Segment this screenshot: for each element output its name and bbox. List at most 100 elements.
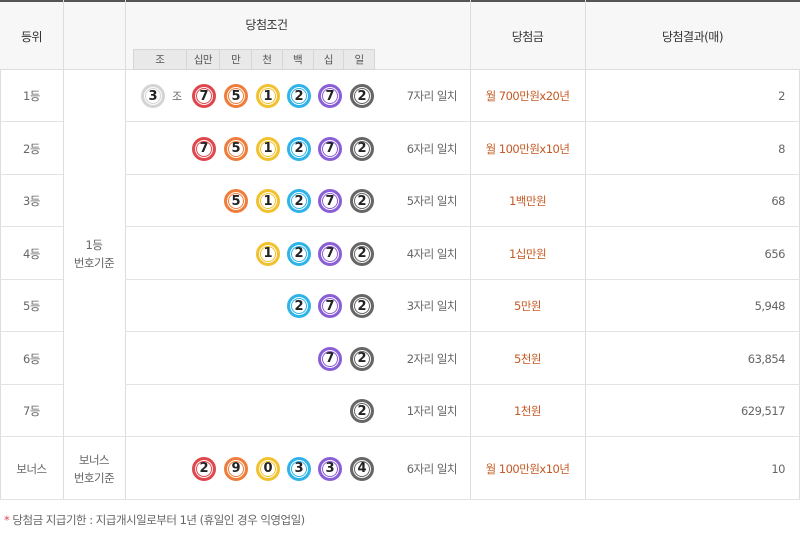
prize-amount: 월 100만원x10년 (485, 461, 570, 476)
number-ball: 0 (256, 456, 280, 481)
rank-cell: 5등 (23, 299, 40, 313)
column-divider (125, 0, 126, 500)
row-divider (0, 226, 63, 227)
number-ball: 9 (224, 456, 248, 481)
number-ball: 7 (318, 294, 342, 318)
digit-label: 조 (134, 50, 187, 69)
match-label: 3자리 일치 (406, 299, 458, 313)
digit-position-header: 조 십만 만 천 백 십 일 (133, 49, 375, 70)
digit-label: 천 (252, 50, 283, 69)
number-ball: 2 (350, 84, 374, 108)
column-divider (470, 0, 471, 500)
number-ball: 7 (192, 84, 216, 108)
winner-count: 2 (778, 89, 785, 103)
number-ball: 7 (318, 189, 342, 213)
match-label: 5자리 일치 (406, 194, 458, 208)
winning-number-cell: 2 1자리 일치 (125, 385, 470, 437)
row-divider (125, 384, 800, 385)
number-ball: 1 (256, 136, 280, 161)
winner-count: 63,854 (747, 351, 786, 366)
row-divider (125, 121, 800, 122)
prize-amount: 1십만원 (508, 246, 547, 261)
winning-number-cell: 7 2 2자리 일치 (125, 332, 470, 385)
winning-number-cell: 2 9 0 3 3 4 6자리 일치 (125, 437, 470, 500)
group-label-bonus: 보너스 번호기준 (73, 452, 115, 485)
number-ball: 7 (318, 84, 342, 108)
number-ball: 2 (350, 346, 374, 371)
match-label: 7자리 일치 (406, 89, 458, 103)
row-divider (0, 279, 63, 280)
header-prize: 당첨금 (511, 29, 544, 44)
rank-cell: 2등 (23, 141, 40, 156)
row-divider (125, 331, 800, 332)
digit-label: 백 (283, 50, 314, 69)
winner-count: 656 (764, 246, 786, 261)
match-label: 6자리 일치 (406, 461, 458, 476)
rank-cell: 6등 (23, 351, 40, 366)
winning-number-cell: 7 5 1 2 7 2 6자리 일치 (125, 122, 470, 175)
note-mark: * (4, 513, 10, 527)
number-ball: 2 (350, 241, 374, 266)
number-ball: 7 (192, 136, 216, 161)
number-ball: 1 (256, 241, 280, 266)
winner-count: 10 (771, 461, 785, 476)
header-result: 당첨결과(매) (661, 29, 724, 44)
row-divider (63, 436, 125, 437)
number-ball: 2 (350, 294, 374, 318)
number-ball: 2 (287, 189, 311, 213)
group-label-main: 1등 번호기준 (73, 237, 115, 270)
row-divider (125, 279, 800, 280)
row-divider (125, 226, 800, 227)
number-ball: 7 (318, 241, 342, 266)
payment-deadline-note: * 당첨금 지급기한 : 지급개시일로부터 1년 (휴일인 경우 익영업일) (4, 512, 305, 528)
winner-count: 68 (771, 194, 785, 208)
rank-cell: 1등 (23, 89, 40, 103)
note-text: 당첨금 지급기한 : 지급개시일로부터 1년 (휴일인 경우 익영업일) (12, 513, 305, 527)
number-ball: 5 (224, 136, 248, 161)
prize-amount: 1백만원 (508, 194, 547, 208)
rank-cell: 3등 (23, 194, 40, 208)
number-ball: 4 (350, 456, 374, 481)
number-ball: 7 (318, 136, 342, 161)
number-ball: 2 (192, 456, 216, 481)
number-ball: 3 (287, 456, 311, 481)
row-divider (0, 121, 63, 122)
row-divider (125, 174, 800, 175)
number-ball: 2 (287, 294, 311, 318)
number-ball: 3 (318, 456, 342, 481)
winning-number-cell: 3 조 7 5 1 2 7 2 7자리 일치 (125, 70, 470, 122)
column-divider (0, 70, 1, 500)
group-ball: 3 (141, 84, 165, 108)
header-rank: 등위 (20, 29, 43, 44)
number-ball: 5 (224, 189, 248, 213)
row-divider (0, 331, 63, 332)
row-divider (125, 499, 800, 500)
table-header: 등위 당첨조건 당첨금 당첨결과(매) 조 십만 만 천 백 십 일 (0, 0, 800, 70)
number-ball: 1 (256, 84, 280, 108)
rank-cell: 4등 (23, 246, 40, 261)
number-ball: 7 (318, 346, 342, 371)
number-ball: 2 (350, 136, 374, 161)
winning-number-cell: 5 1 2 7 2 5자리 일치 (125, 175, 470, 227)
row-divider (0, 436, 63, 437)
number-ball: 1 (256, 189, 280, 213)
number-ball: 2 (287, 241, 311, 266)
digit-label: 만 (220, 50, 253, 69)
match-label: 6자리 일치 (406, 141, 458, 156)
number-ball: 2 (287, 136, 311, 161)
digit-label: 십 (314, 50, 345, 69)
match-label: 4자리 일치 (406, 246, 458, 261)
number-ball: 2 (350, 189, 374, 213)
winning-number-cell: 2 7 2 3자리 일치 (125, 280, 470, 332)
prize-amount: 월 100만원x10년 (485, 141, 570, 156)
digit-label: 일 (354, 54, 365, 66)
match-label: 2자리 일치 (406, 351, 458, 366)
prize-amount: 5만원 (514, 299, 541, 313)
number-ball: 2 (350, 399, 374, 423)
prize-amount: 월 700만원x20년 (485, 89, 570, 103)
winner-count: 5,948 (754, 299, 786, 313)
row-divider (0, 499, 63, 500)
rank-cell: 보너스 (16, 461, 47, 476)
row-divider (0, 174, 63, 175)
column-divider (585, 0, 586, 500)
